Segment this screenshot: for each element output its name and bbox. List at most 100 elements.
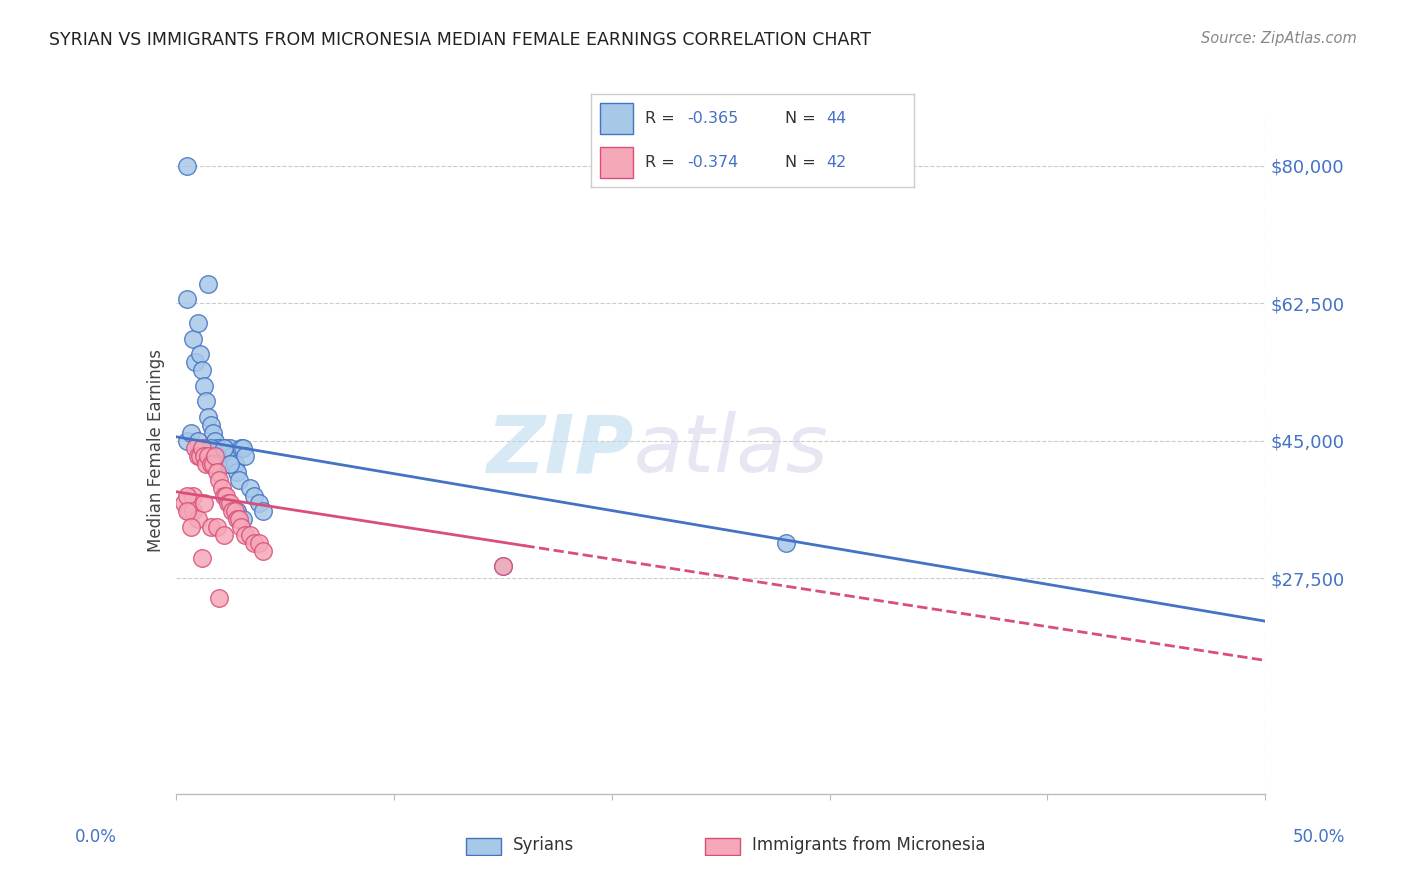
Point bbox=[215, 442, 238, 456]
Text: -0.365: -0.365 bbox=[688, 111, 738, 126]
Point bbox=[235, 528, 257, 542]
Point bbox=[775, 535, 797, 549]
Point bbox=[215, 489, 238, 503]
Point bbox=[173, 496, 195, 510]
Point bbox=[188, 450, 211, 464]
Point bbox=[211, 481, 233, 495]
Point bbox=[205, 520, 228, 534]
Point bbox=[200, 520, 222, 534]
Point bbox=[225, 504, 247, 518]
Point bbox=[204, 434, 226, 448]
Point bbox=[193, 442, 215, 456]
Point bbox=[184, 442, 207, 456]
Point bbox=[212, 442, 235, 456]
Point bbox=[176, 434, 198, 448]
Point bbox=[181, 332, 204, 346]
Text: 50.0%: 50.0% bbox=[1292, 828, 1346, 846]
Point bbox=[201, 425, 224, 440]
Point bbox=[232, 442, 254, 456]
Text: 44: 44 bbox=[827, 111, 846, 126]
Point bbox=[243, 535, 266, 549]
Point bbox=[193, 450, 215, 464]
Point bbox=[181, 504, 204, 518]
Y-axis label: Median Female Earnings: Median Female Earnings bbox=[146, 349, 165, 552]
Point bbox=[188, 347, 211, 361]
Point bbox=[176, 159, 198, 173]
Point bbox=[201, 457, 224, 471]
Point bbox=[212, 450, 235, 464]
Text: SYRIAN VS IMMIGRANTS FROM MICRONESIA MEDIAN FEMALE EARNINGS CORRELATION CHART: SYRIAN VS IMMIGRANTS FROM MICRONESIA MED… bbox=[49, 31, 872, 49]
Point bbox=[197, 277, 219, 291]
Text: Immigrants from Micronesia: Immigrants from Micronesia bbox=[752, 836, 986, 854]
Point bbox=[200, 442, 222, 456]
Point bbox=[239, 528, 262, 542]
Point bbox=[191, 363, 214, 377]
Text: 0.0%: 0.0% bbox=[75, 828, 117, 846]
Point bbox=[193, 378, 215, 392]
Point bbox=[225, 512, 247, 526]
Point bbox=[252, 504, 274, 518]
Point bbox=[195, 457, 218, 471]
Point bbox=[211, 450, 233, 464]
Point bbox=[180, 425, 202, 440]
Point bbox=[176, 489, 198, 503]
Bar bbox=[600, 103, 633, 134]
Point bbox=[224, 504, 246, 518]
Point bbox=[228, 512, 250, 526]
Point bbox=[195, 394, 218, 409]
Point bbox=[247, 535, 270, 549]
Point bbox=[492, 559, 515, 574]
Point bbox=[186, 450, 209, 464]
Point bbox=[231, 442, 253, 456]
Point bbox=[219, 442, 242, 456]
Point bbox=[197, 410, 219, 425]
Text: Syrians: Syrians bbox=[513, 836, 575, 854]
Point bbox=[197, 450, 219, 464]
Point bbox=[228, 473, 250, 487]
Point bbox=[193, 496, 215, 510]
Point bbox=[492, 559, 515, 574]
Text: N =: N = bbox=[785, 111, 821, 126]
Point bbox=[186, 434, 209, 448]
Point bbox=[221, 504, 243, 518]
Point bbox=[247, 496, 270, 510]
Point bbox=[219, 457, 242, 471]
Text: R =: R = bbox=[645, 155, 681, 170]
Point bbox=[186, 512, 209, 526]
Text: Source: ZipAtlas.com: Source: ZipAtlas.com bbox=[1201, 31, 1357, 46]
Point bbox=[208, 591, 231, 605]
Point bbox=[200, 417, 222, 432]
Point bbox=[221, 450, 243, 464]
Point bbox=[180, 520, 202, 534]
Text: ZIP: ZIP bbox=[486, 411, 633, 490]
Point bbox=[176, 293, 198, 307]
Point bbox=[232, 512, 254, 526]
Point bbox=[235, 450, 257, 464]
Bar bbox=[600, 147, 633, 178]
Point bbox=[231, 520, 253, 534]
Text: 42: 42 bbox=[827, 155, 846, 170]
Point bbox=[243, 489, 266, 503]
Point bbox=[239, 481, 262, 495]
Point bbox=[176, 504, 198, 518]
Point bbox=[186, 316, 209, 330]
Point bbox=[205, 465, 228, 479]
Point bbox=[217, 457, 239, 471]
Point bbox=[225, 465, 247, 479]
Point bbox=[212, 528, 235, 542]
Point bbox=[252, 543, 274, 558]
Text: -0.374: -0.374 bbox=[688, 155, 738, 170]
Text: R =: R = bbox=[645, 111, 681, 126]
Text: atlas: atlas bbox=[633, 411, 828, 490]
Point bbox=[205, 450, 228, 464]
Text: N =: N = bbox=[785, 155, 821, 170]
Point bbox=[208, 442, 231, 456]
Point bbox=[212, 489, 235, 503]
Point bbox=[224, 457, 246, 471]
Point bbox=[204, 450, 226, 464]
Point bbox=[191, 442, 214, 456]
Point bbox=[208, 473, 231, 487]
Point bbox=[177, 504, 200, 518]
Point bbox=[200, 457, 222, 471]
Point bbox=[181, 489, 204, 503]
